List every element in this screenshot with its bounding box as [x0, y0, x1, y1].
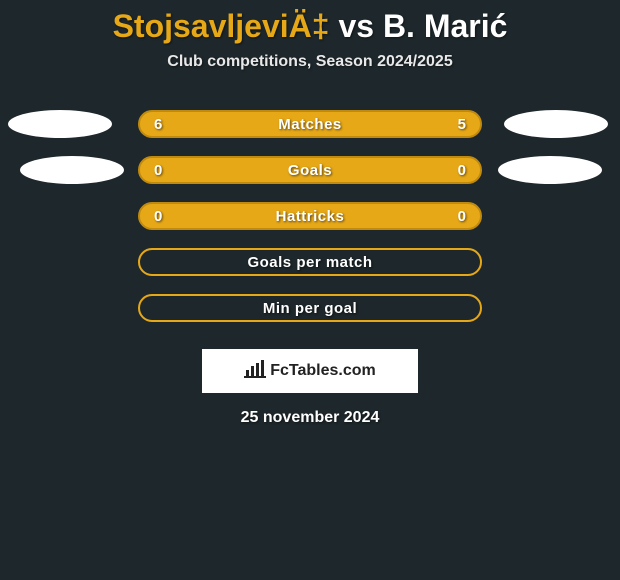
vs-text: vs: [338, 8, 374, 44]
stat-right-value: 0: [458, 208, 466, 225]
stat-label: Matches: [162, 116, 457, 133]
stat-label: Hattricks: [162, 208, 457, 225]
stat-row: Goals per match: [0, 239, 620, 285]
date-text: 25 november 2024: [0, 409, 620, 427]
stat-bar-goals: 0 Goals 0: [138, 156, 482, 184]
stat-bar-min-per-goal: Min per goal: [138, 294, 482, 322]
stat-row: 0 Hattricks 0: [0, 193, 620, 239]
ellipse-right: [498, 156, 602, 184]
stat-label: Min per goal: [154, 300, 466, 317]
stat-row: 0 Goals 0: [0, 147, 620, 193]
stat-row: 6 Matches 5: [0, 101, 620, 147]
comparison-title: StojsavljeviÄ‡ vs B. Marić: [0, 0, 620, 45]
logo-text: FcTables.com: [270, 362, 376, 380]
stat-left-value: 0: [154, 208, 162, 225]
stat-left-value: 0: [154, 162, 162, 179]
logo-box: FcTables.com: [202, 349, 418, 393]
ellipse-left: [8, 110, 112, 138]
stat-bar-goals-per-match: Goals per match: [138, 248, 482, 276]
stat-right-value: 5: [458, 116, 466, 133]
stat-rows-container: 6 Matches 5 0 Goals 0 0 Hattricks 0 Goal…: [0, 101, 620, 331]
player1-name: StojsavljeviÄ‡: [113, 8, 330, 44]
stat-row: Min per goal: [0, 285, 620, 331]
ellipse-left: [20, 156, 124, 184]
stat-label: Goals: [162, 162, 457, 179]
subtitle: Club competitions, Season 2024/2025: [0, 53, 620, 71]
stat-right-value: 0: [458, 162, 466, 179]
stat-bar-hattricks: 0 Hattricks 0: [138, 202, 482, 230]
ellipse-right: [504, 110, 608, 138]
stat-left-value: 6: [154, 116, 162, 133]
stat-label: Goals per match: [154, 254, 466, 271]
chart-icon: [244, 360, 266, 383]
stat-bar-matches: 6 Matches 5: [138, 110, 482, 138]
player2-name: B. Marić: [383, 8, 507, 44]
